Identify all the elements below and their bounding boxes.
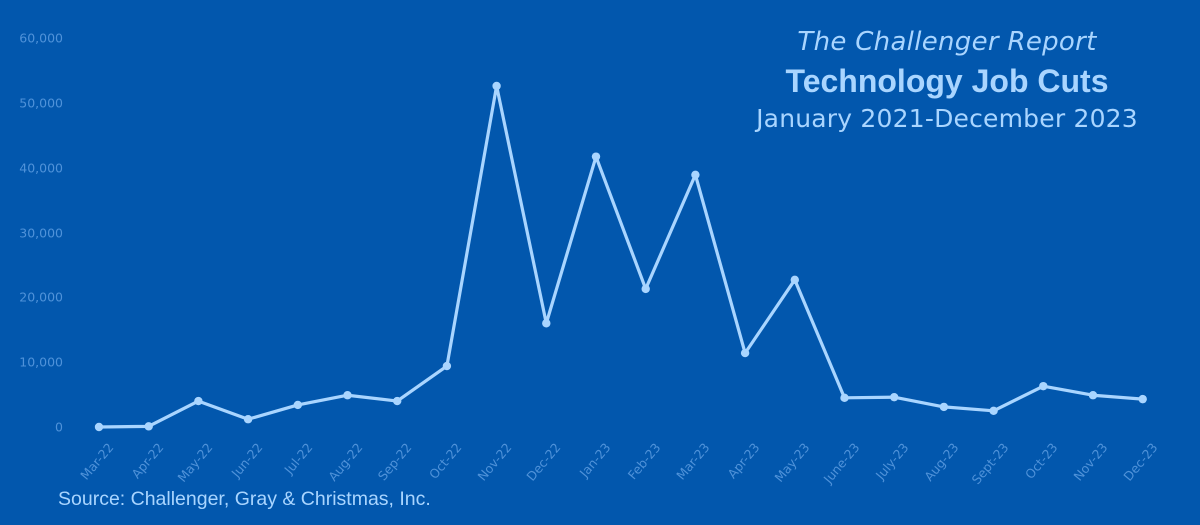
data-point (194, 396, 203, 406)
data-point (492, 81, 501, 91)
y-tick-label: 0 (55, 419, 63, 435)
data-point (1039, 381, 1048, 391)
data-point (94, 422, 104, 432)
chart-title: Technology Job Cuts (785, 63, 1109, 99)
y-tick-label: 20,000 (19, 289, 63, 305)
data-point (740, 348, 750, 358)
source-note: Source: Challenger, Gray & Christmas, In… (58, 488, 431, 510)
data-point (442, 361, 452, 371)
data-point (1138, 394, 1147, 404)
data-point (691, 170, 700, 179)
data-point (840, 393, 849, 403)
data-point (890, 392, 899, 402)
data-point (1088, 391, 1098, 400)
y-tick-label: 50,000 (19, 95, 63, 111)
date-range: January 2021-December 2023 (756, 104, 1138, 133)
data-point (343, 391, 352, 400)
title-block: The Challenger Report Technology Job Cut… (712, 22, 1182, 138)
data-point (790, 275, 799, 285)
y-tick-label: 30,000 (19, 225, 63, 240)
y-tick-label: 10,000 (19, 354, 63, 370)
data-point (393, 396, 402, 406)
data-point (542, 319, 551, 328)
y-tick-label: 60,000 (19, 30, 63, 46)
data-point (989, 406, 998, 415)
data-point (939, 402, 949, 412)
series-line (98, 84, 1143, 429)
y-tick-label: 40,000 (19, 160, 63, 176)
data-point (243, 415, 253, 424)
report-name: The Challenger Report (797, 27, 1097, 57)
data-point (293, 400, 302, 410)
data-point (144, 422, 153, 431)
data-point (591, 152, 601, 161)
data-point (641, 284, 650, 294)
